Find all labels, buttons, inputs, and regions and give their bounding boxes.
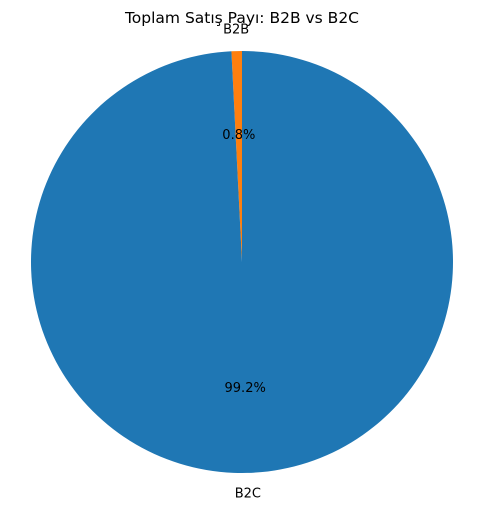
- pie-slice-b2c: [31, 51, 454, 474]
- chart-title: Toplam Satış Payı: B2B vs B2C: [124, 9, 359, 27]
- pie-slice-b2b: [231, 51, 242, 262]
- pie-labels: 0.8% B2B 99.2% B2C: [222, 22, 266, 501]
- pie-slice-label-b2b: B2B: [223, 22, 249, 37]
- pie-pct-label-b2c: 99.2%: [225, 381, 266, 396]
- pie-slice-label-b2c: B2C: [235, 487, 261, 502]
- pie-pct-label-b2b: 0.8%: [222, 128, 255, 143]
- pie-slices: [31, 51, 454, 474]
